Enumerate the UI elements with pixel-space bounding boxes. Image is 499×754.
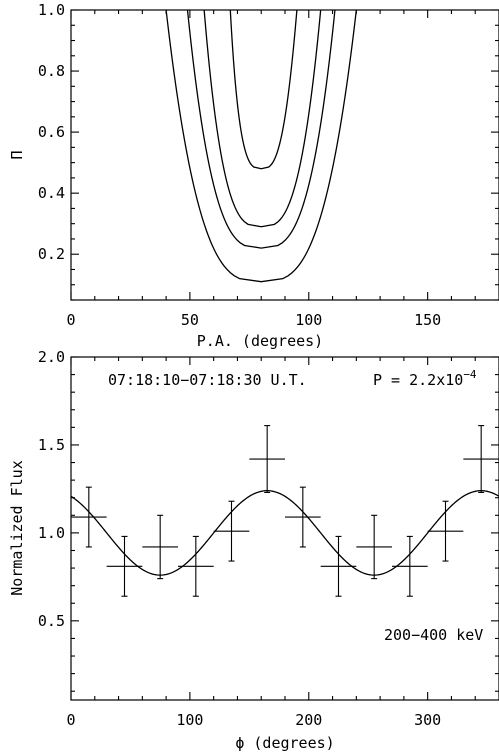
contour-ticks: 0 50 100 150 0.2 0.4 0.6 0.8 1.0 [38, 1, 499, 329]
data-point [249, 425, 285, 493]
data-point [178, 535, 214, 597]
contour-x-tick-label: 50 [181, 311, 199, 329]
modulation-y-axis-label: Normalized Flux [8, 460, 26, 595]
probability-exponent: −4 [463, 368, 477, 381]
contour-x-axis-label: P.A. (degrees) [197, 332, 323, 350]
data-point [106, 535, 143, 597]
contour-y-tick-label: 1.0 [38, 1, 65, 19]
modulation-plot-frame [70, 356, 499, 701]
time-range-annotation: 07:18:10−07:18:30 U.T. [108, 371, 307, 389]
modulation-y-tick-label: 1.0 [38, 524, 65, 542]
modulation-x-axis-label: ϕ (degrees) [235, 734, 334, 752]
contour-line-4 [165, 9, 357, 283]
modulation-x-tick-label: 200 [295, 711, 322, 729]
contour-line-1 [229, 9, 298, 170]
contour-y-tick-label: 0.8 [38, 62, 65, 80]
data-point [285, 486, 321, 548]
contour-y-tick-label: 0.6 [38, 123, 65, 141]
contour-line-3 [186, 9, 336, 249]
probability-base: P = 2.2x10 [373, 371, 463, 389]
energy-band-annotation: 200−400 keV [384, 626, 483, 644]
contour-y-tick-label: 0.2 [38, 245, 65, 263]
data-points [71, 425, 499, 597]
data-point [213, 500, 250, 562]
modulation-panel: 0 100 200 300 0.5 1.0 1.5 2.0 07:18:10−07:18:30… [8, 348, 499, 752]
data-point [463, 425, 499, 493]
sinusoid-fit-curve [70, 490, 499, 576]
contour-x-tick-label: 0 [66, 311, 75, 329]
contour-y-axis-label: Π [8, 150, 26, 159]
data-point [427, 500, 464, 562]
data-point [356, 514, 392, 580]
modulation-y-tick-label: 0.5 [38, 612, 65, 630]
contour-line-2 [203, 9, 322, 228]
modulation-x-tick-label: 300 [414, 711, 441, 729]
modulation-ticks: 0 100 200 300 0.5 1.0 1.5 2.0 [38, 348, 499, 729]
contour-lines [165, 9, 357, 283]
contour-x-tick-label: 150 [414, 311, 441, 329]
modulation-x-tick-label: 0 [66, 711, 75, 729]
modulation-y-tick-label: 2.0 [38, 348, 65, 366]
contour-y-tick-label: 0.4 [38, 184, 65, 202]
data-point [142, 514, 178, 580]
data-point [71, 486, 107, 548]
contour-plot-frame [70, 9, 499, 301]
data-point [392, 535, 428, 597]
modulation-x-tick-label: 100 [176, 711, 203, 729]
modulation-y-tick-label: 1.5 [38, 436, 65, 454]
probability-annotation: P = 2.2x10−4 [373, 368, 477, 389]
data-point [320, 535, 357, 597]
contour-x-tick-label: 100 [295, 311, 322, 329]
